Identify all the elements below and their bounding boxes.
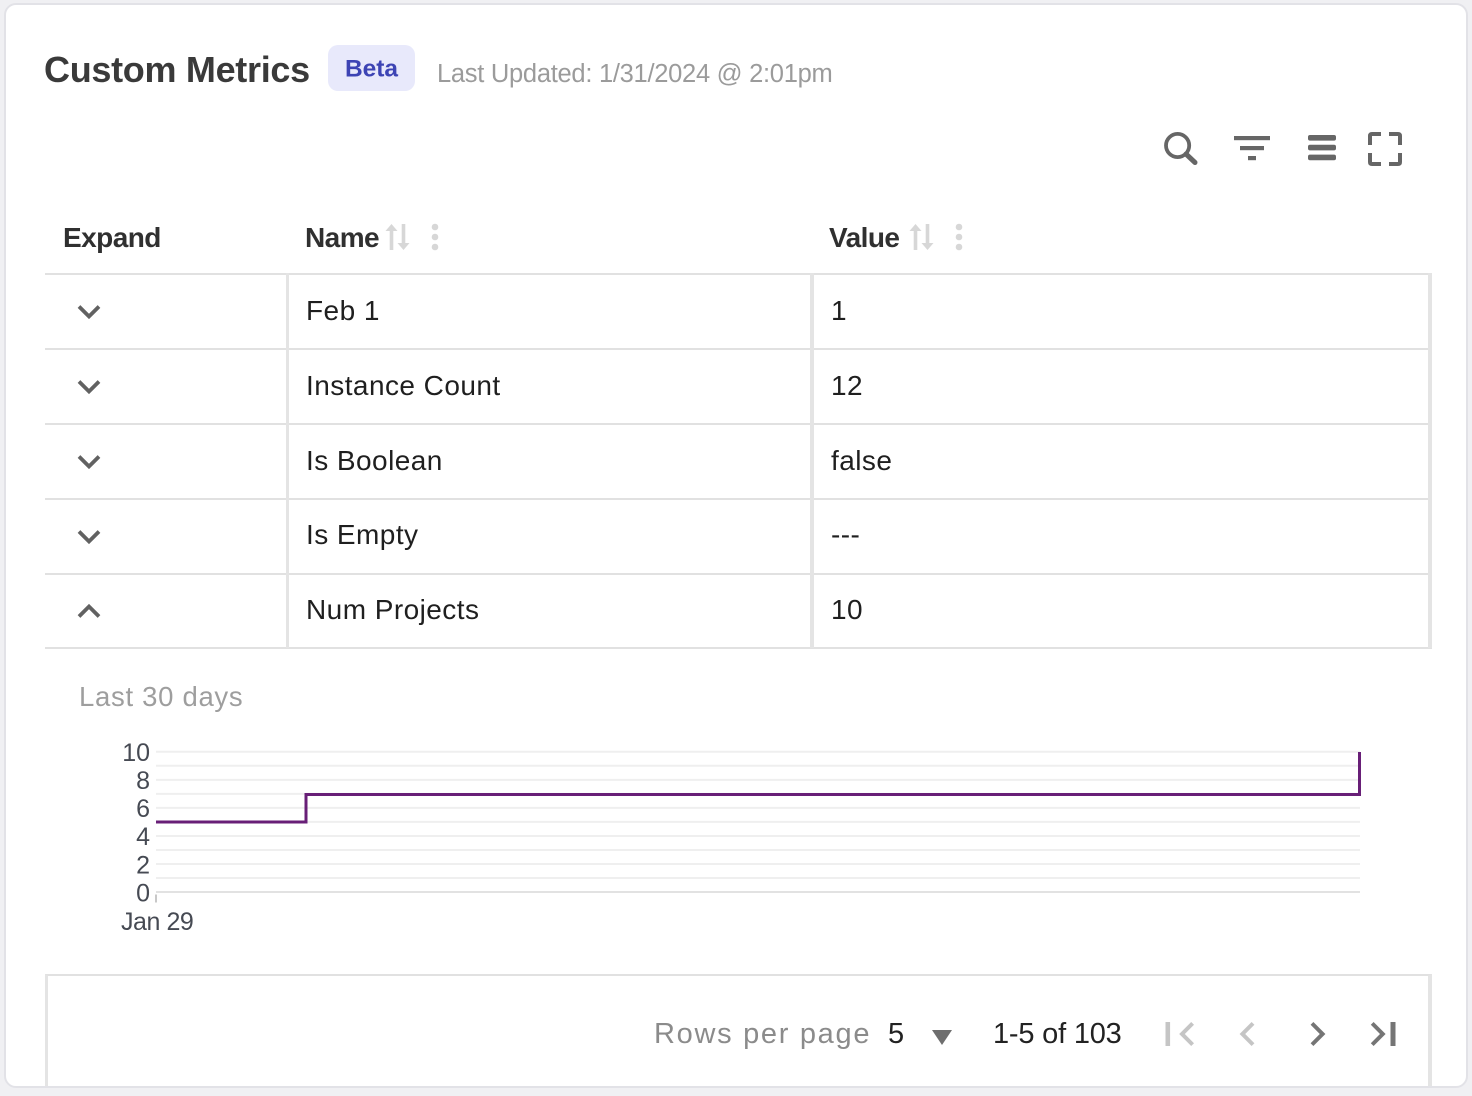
svg-text:8: 8 (136, 767, 150, 795)
svg-text:10: 10 (122, 739, 150, 767)
svg-text:4: 4 (136, 823, 150, 851)
svg-text:0: 0 (136, 879, 150, 907)
svg-text:2: 2 (136, 851, 150, 879)
svg-text:6: 6 (136, 795, 150, 823)
svg-text:Jan 29: Jan 29 (121, 908, 193, 936)
